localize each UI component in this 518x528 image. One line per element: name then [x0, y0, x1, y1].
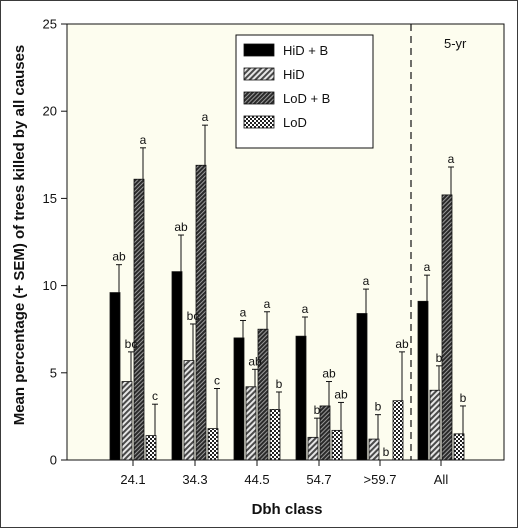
bar	[453, 433, 465, 461]
x-tick-label: 54.7	[306, 472, 331, 487]
bar	[429, 389, 441, 461]
significance-letter: a	[302, 302, 309, 316]
significance-letter: a	[448, 152, 455, 166]
bar	[307, 436, 319, 461]
x-tick-label: 34.3	[182, 472, 207, 487]
significance-letter: ab	[248, 354, 262, 368]
y-tick-label: 10	[43, 278, 57, 293]
significance-letter: a	[140, 133, 147, 147]
significance-letter: b	[276, 377, 283, 391]
significance-letter: b	[436, 351, 443, 365]
x-tick-label: >59.7	[364, 472, 397, 487]
bar	[319, 405, 331, 461]
y-axis-title: Mean percentage (+ SEM) of trees killed …	[11, 45, 28, 426]
bars-layer	[109, 164, 465, 461]
y-axis: 0 5 10 15 20 25	[43, 17, 67, 468]
significance-letter: ab	[322, 367, 336, 381]
significance-letter: b	[460, 391, 467, 405]
y-tick-label: 25	[43, 17, 57, 32]
bar	[245, 386, 257, 461]
legend: HiD + B HiD LoD + B LoD	[235, 34, 374, 149]
significance-letter: ab	[334, 387, 348, 401]
y-tick-label: 0	[50, 453, 57, 468]
x-axis-title: Dbh class	[252, 501, 323, 518]
legend-label: HiD + B	[283, 43, 328, 58]
significance-letter: ab	[174, 220, 188, 234]
significance-letter: b	[314, 403, 321, 417]
significance-letter: a	[240, 305, 247, 319]
bar	[356, 313, 368, 461]
significance-letter: b	[375, 400, 382, 414]
legend-swatch	[243, 67, 275, 81]
legend-label: HiD	[283, 67, 305, 82]
bar	[392, 400, 404, 461]
legend-swatch	[243, 91, 275, 105]
x-tick-label: All	[434, 472, 449, 487]
significance-letter: bc	[187, 309, 200, 323]
significance-letter: c	[214, 373, 220, 387]
bar	[368, 438, 380, 461]
bar	[295, 335, 307, 461]
significance-letter: bc	[125, 337, 138, 351]
significance-letter: ab	[395, 337, 409, 351]
bar	[269, 409, 281, 461]
bar	[171, 271, 183, 461]
bar	[233, 337, 245, 461]
significance-letter: b	[383, 445, 390, 459]
bar	[331, 429, 343, 461]
bar	[121, 381, 133, 461]
significance-letter: a	[363, 274, 370, 288]
bar	[145, 435, 157, 461]
legend-label: LoD + B	[283, 91, 330, 106]
significance-letter: a	[202, 110, 209, 124]
bar	[109, 292, 121, 461]
x-axis: 24.1 34.3 44.5 54.7 >59.7 All	[120, 460, 448, 487]
legend-swatch	[243, 43, 275, 57]
bar	[257, 328, 269, 461]
x-tick-label: 24.1	[120, 472, 145, 487]
period-annotation: 5-yr	[444, 36, 467, 51]
significance-letter: a	[424, 260, 431, 274]
legend-label: LoD	[283, 115, 307, 130]
legend-swatch	[243, 115, 275, 129]
y-tick-label: 15	[43, 191, 57, 206]
y-tick-label: 20	[43, 104, 57, 119]
x-tick-label: 44.5	[244, 472, 269, 487]
significance-letter: a	[264, 297, 271, 311]
y-tick-label: 5	[50, 365, 57, 380]
bar	[417, 300, 429, 461]
error-bars-layer	[116, 124, 466, 440]
bar	[441, 194, 453, 461]
bar	[207, 428, 219, 461]
bar	[195, 164, 207, 461]
significance-letter: ab	[112, 250, 126, 264]
bar	[133, 178, 145, 461]
significance-letter: c	[152, 389, 158, 403]
bar	[183, 360, 195, 461]
